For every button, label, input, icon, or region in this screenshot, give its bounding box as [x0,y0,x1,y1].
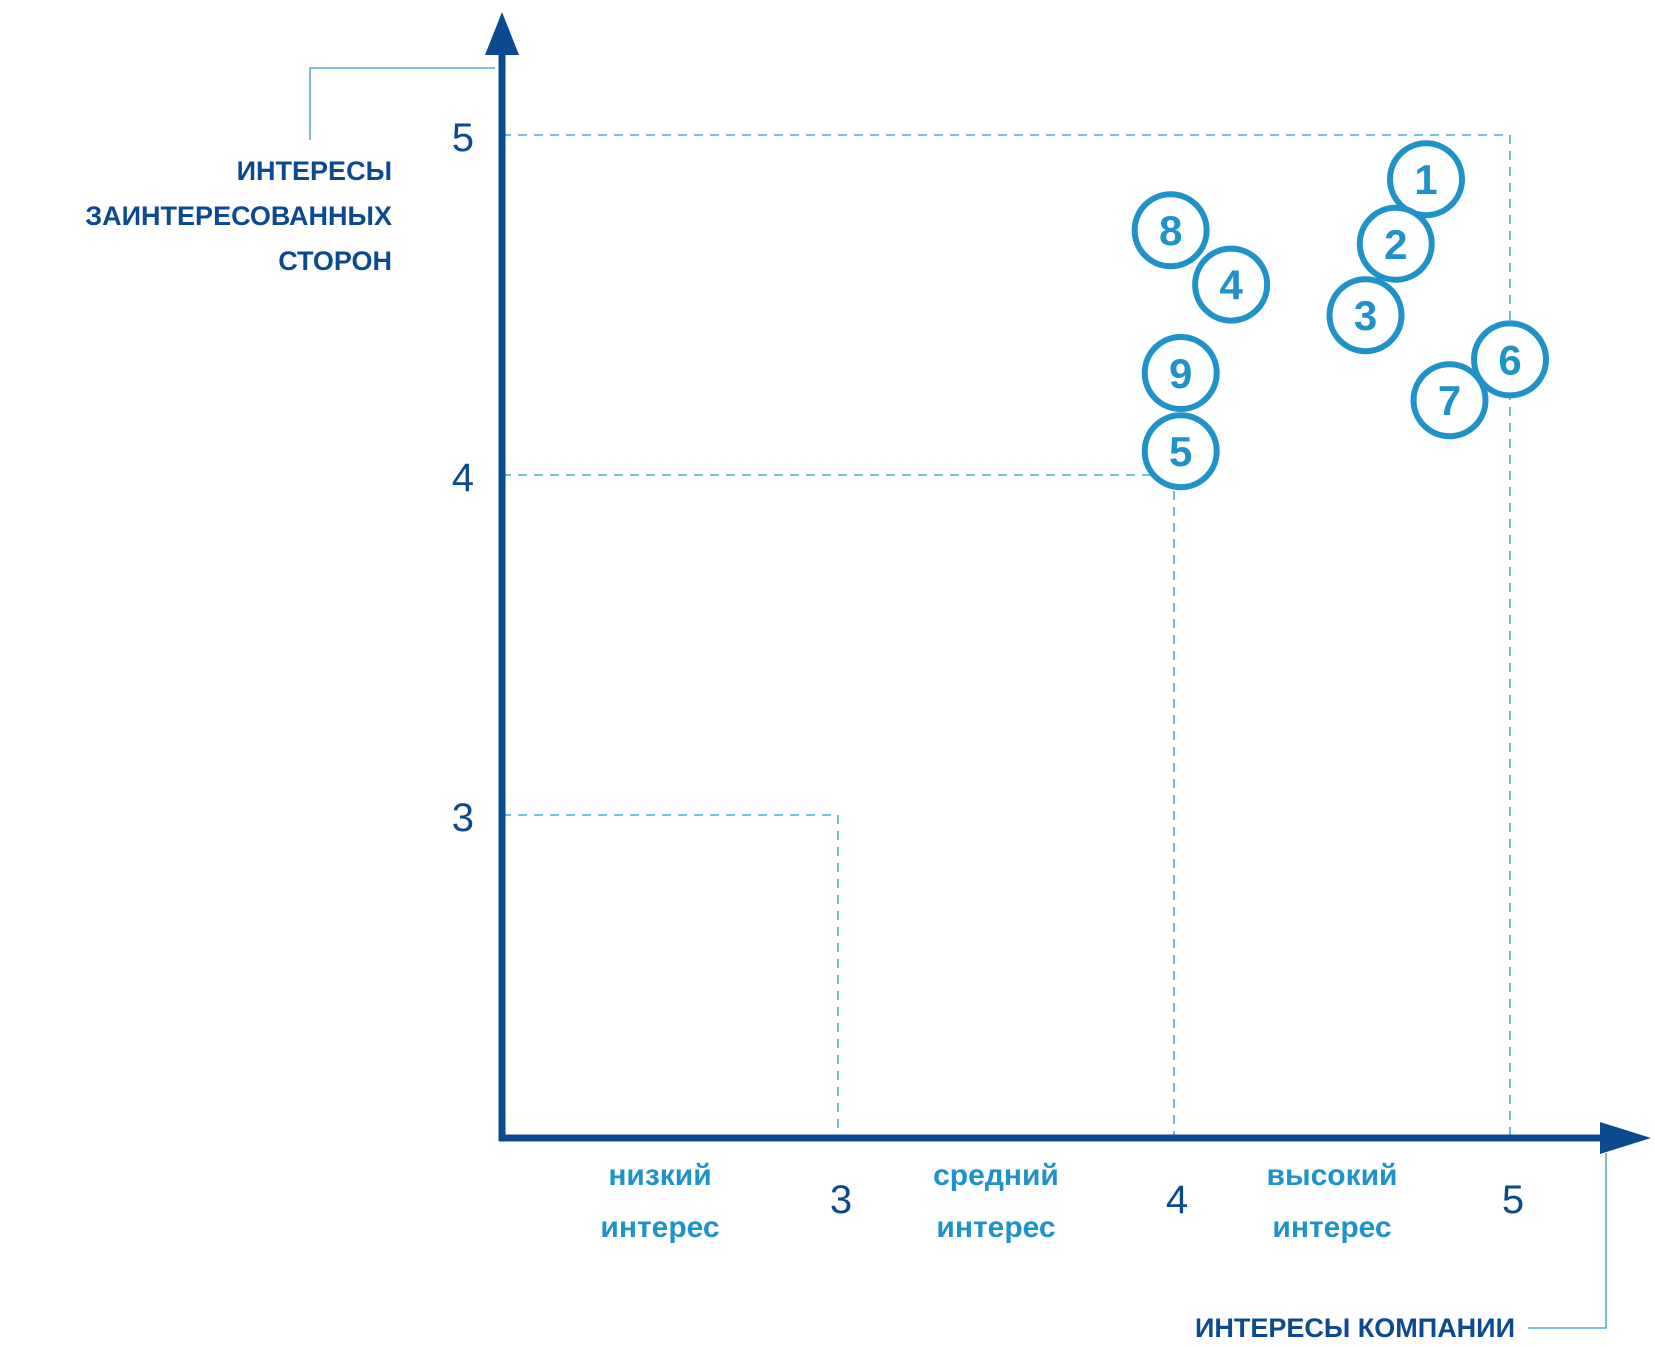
y-axis-arrowhead [485,12,519,55]
x-tick-label-3: 3 [830,1178,852,1222]
x-axis-title-callout [1528,1153,1607,1329]
point-marker-5 [1141,412,1220,491]
zone-labels: низкий интерес средний интерес высокий интере… [600,1159,1397,1244]
point-marker-6 [1471,320,1549,399]
tick-labels: 3 4 5 3 4 5 [452,116,1524,1222]
x-tick-label-5: 5 [1502,1178,1524,1222]
point-marker-8 [1131,191,1210,270]
point-label-4: 4 [1219,262,1243,309]
point-label-5: 5 [1169,428,1192,475]
zone-label-2-line-1: средний [933,1159,1059,1192]
point-marker-7 [1410,361,1489,440]
point-label-2: 2 [1384,221,1407,268]
point-marker-1 [1387,140,1465,219]
zone-label-3-line-1: высокий [1267,1159,1398,1192]
y-axis-title-callout [309,67,495,140]
zone-label-1-line-1: низкий [608,1159,711,1192]
point-label-9: 9 [1169,350,1192,397]
x-tick-label-4: 4 [1166,1178,1188,1222]
point-label-3: 3 [1354,292,1377,339]
point-label-8: 8 [1159,207,1182,254]
point-marker-3 [1326,276,1405,355]
guide-lines [502,134,1511,1138]
axis-titles: ИНТЕРЕСЫ ЗАИНТЕРЕСОВАННЫХ СТОРОН ИНТЕРЕСЫ К… [85,67,1607,1343]
y-axis-title-line-3: СТОРОН [278,246,392,276]
y-tick-label-4: 4 [452,456,474,500]
point-label-7: 7 [1438,377,1461,424]
data-points: 123 4 5 67 8 9 [1131,140,1549,491]
x-axis-arrowhead [1600,1122,1651,1154]
y-tick-label-5: 5 [452,116,474,160]
zone-label-2-line-2: интерес [936,1211,1055,1244]
x-axis-title: ИНТЕРЕСЫ КОМПАНИИ [1195,1313,1515,1343]
zone-label-3-line-2: интерес [1272,1211,1391,1244]
y-axis-title-line-1: ИНТЕРЕСЫ [237,156,392,186]
point-marker-9 [1141,334,1220,412]
y-axis-title-line-2: ЗАИНТЕРЕСОВАННЫХ [85,201,392,231]
point-label-1: 1 [1414,156,1437,203]
point-label-6: 6 [1498,336,1521,383]
point-marker-2 [1356,204,1435,283]
y-tick-label-3: 3 [452,796,474,840]
axes [485,12,1651,1154]
point-marker-4 [1192,245,1271,324]
zone-label-1-line-2: интерес [600,1211,719,1244]
